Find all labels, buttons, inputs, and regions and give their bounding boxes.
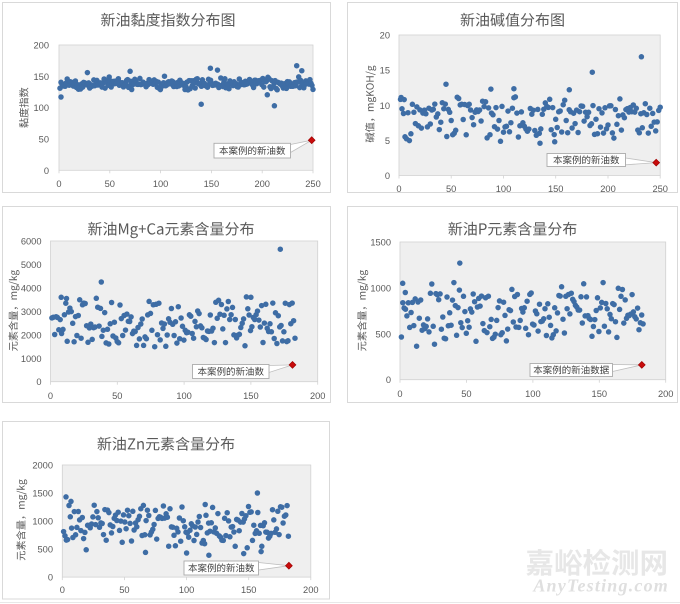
svg-text:0: 0 [48,573,53,583]
svg-text:4000: 4000 [21,283,42,293]
svg-text:500: 500 [37,545,53,555]
svg-text:200: 200 [303,585,319,595]
svg-text:50: 50 [461,389,471,399]
svg-text:100: 100 [496,184,512,194]
svg-text:150: 150 [243,391,259,401]
svg-text:50: 50 [112,391,122,401]
svg-text:250: 250 [305,179,321,189]
svg-text:5000: 5000 [21,260,42,270]
svg-text:0: 0 [44,166,49,176]
svg-text:200: 200 [254,179,270,189]
svg-text:0: 0 [56,179,61,189]
svg-text:1000: 1000 [21,354,42,364]
svg-text:0: 0 [48,391,53,401]
svg-text:150: 150 [241,585,257,595]
svg-text:0: 0 [386,375,391,385]
svg-text:50: 50 [119,585,129,595]
svg-text:0: 0 [396,184,401,194]
svg-text:6000: 6000 [21,237,42,247]
svg-text:150: 150 [204,179,220,189]
svg-text:5: 5 [385,136,390,146]
svg-text:0: 0 [60,585,65,595]
svg-text:150: 150 [592,389,608,399]
svg-text:100: 100 [179,585,195,595]
svg-text:200: 200 [310,391,326,401]
svg-text:100: 100 [153,179,169,189]
svg-text:500: 500 [375,329,391,339]
svg-text:1500: 1500 [32,489,53,499]
svg-text:250: 250 [652,184,668,194]
svg-text:1000: 1000 [32,517,53,527]
svg-text:2000: 2000 [32,461,53,471]
svg-text:150: 150 [548,184,564,194]
svg-text:200: 200 [33,41,49,51]
svg-text:200: 200 [600,184,616,194]
svg-text:100: 100 [33,103,49,113]
svg-text:10: 10 [380,101,390,111]
svg-text:100: 100 [525,389,541,399]
svg-text:15: 15 [380,66,390,76]
svg-text:50: 50 [39,135,49,145]
svg-text:2000: 2000 [21,330,42,340]
svg-text:50: 50 [105,179,115,189]
svg-text:0: 0 [397,389,402,399]
svg-text:1500: 1500 [370,238,391,248]
svg-text:1000: 1000 [370,283,391,293]
svg-text:100: 100 [176,391,192,401]
svg-text:200: 200 [658,389,674,399]
svg-text:50: 50 [446,184,456,194]
svg-text:AnyTesting.com: AnyTesting.com [532,575,669,595]
svg-text:3000: 3000 [21,307,42,317]
svg-text:0: 0 [36,377,41,387]
svg-text:150: 150 [33,72,49,82]
svg-text:0: 0 [385,171,390,181]
svg-text:20: 20 [380,31,390,41]
